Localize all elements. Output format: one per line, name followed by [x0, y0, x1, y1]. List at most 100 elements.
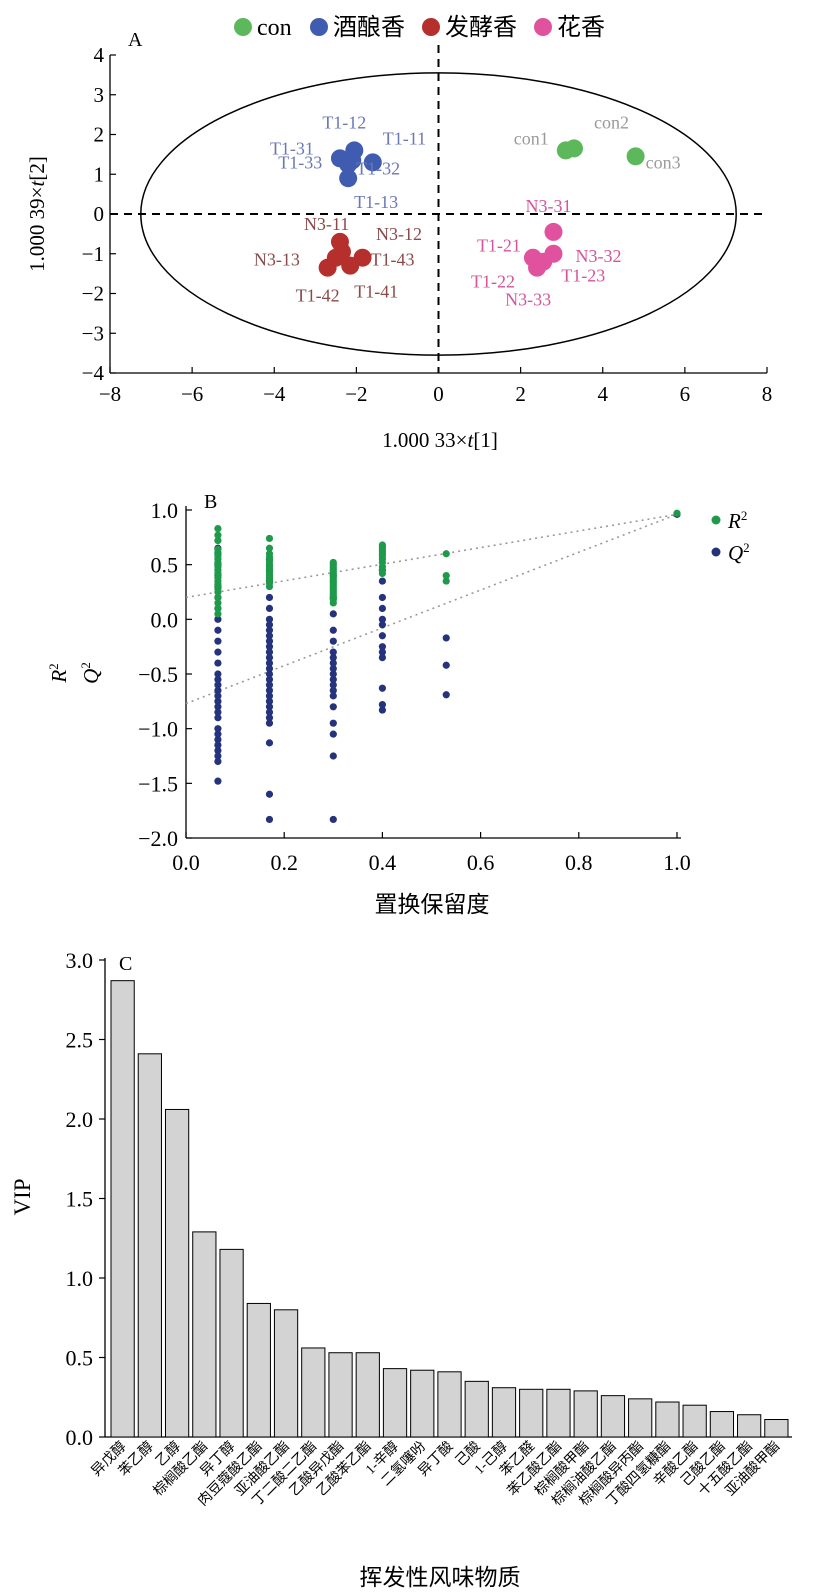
panel-b-point [329, 730, 337, 738]
panel-b-point [265, 670, 274, 678]
panel-b-point [378, 615, 386, 623]
panel-a-y-tick-label: −3 [82, 321, 104, 345]
panel-a-y-tick-label: 4 [94, 43, 105, 67]
panel-c-y-tick-label: 3.0 [66, 948, 94, 973]
panel-a-sample-label: con2 [594, 112, 629, 132]
panel-c-vip-bar-chart: C 3.0 2.5 2.0 1.5 1.0 0.5 0.0 异戊醇苯乙醇乙醇棕榈酸乙酯异丁醇… [10, 948, 792, 1590]
panel-b-point [214, 604, 222, 613]
panel-a-sample-label: T1-42 [296, 286, 340, 306]
panel-b-y-tick-label: 0.0 [151, 607, 179, 632]
panel-a-sample-label: con1 [514, 128, 549, 148]
panel-b-point [265, 703, 274, 711]
panel-a-sample-point [363, 153, 382, 172]
panel-b-point [214, 736, 222, 744]
panel-c-bar [110, 980, 135, 1438]
panel-b-point [214, 637, 222, 645]
panel-a-x-tick-label: −4 [263, 382, 286, 406]
panel-b-point [442, 572, 450, 580]
panel-a-y-tick-label: −4 [82, 361, 105, 385]
panel-c-x-axis-title: 挥发性风味物质 [360, 1565, 521, 1590]
panel-a-sample-label: con3 [646, 152, 681, 172]
panel-b-point [214, 675, 222, 684]
panel-b-x-tick-label: 0.0 [172, 850, 200, 875]
panel-b-y-tick-label: −1.5 [138, 771, 178, 796]
panel-b-legend-label: R2 [727, 508, 747, 533]
panel-a-y-tick-label: −2 [82, 282, 104, 306]
panel-b-point [265, 637, 274, 645]
panel-c-y-tick-label: 1.0 [66, 1266, 94, 1291]
panel-a-sample-label: T1-12 [322, 112, 366, 132]
panel-b-point [214, 703, 222, 711]
panel-b-point [214, 777, 222, 785]
panel-c-bar [410, 1369, 435, 1438]
panel-a-sample-label: T1-22 [471, 272, 515, 292]
panel-c-bar [164, 1108, 190, 1438]
panel-a-y-tick-label: 3 [94, 83, 105, 107]
panel-c-bar [328, 1352, 353, 1438]
panel-b-point [214, 626, 222, 634]
panel-c-bar [464, 1380, 489, 1438]
panel-b-point [329, 648, 337, 656]
panel-b-point [329, 626, 337, 634]
panel-b-x-tick-label: 0.6 [467, 850, 495, 875]
panel-c-bar [682, 1404, 707, 1438]
panel-b-point [329, 703, 337, 711]
panel-a-sample-point [341, 256, 360, 275]
panel-c-y-tick-label: 2.0 [66, 1107, 94, 1132]
panel-a-score-plot: A con 酒酿香 发酵香 花香 −8 −6 −4 −2 0 2 4 6 8 −4 −3 −2 −1 0 1 2 3 4… [25, 14, 772, 452]
panel-a-legend-label: 花香 [557, 14, 605, 41]
panel-b-point [214, 757, 222, 766]
panel-b-point [378, 654, 386, 662]
panel-b-point [329, 599, 337, 607]
panel-c-bar [546, 1388, 571, 1438]
panel-b-point [378, 621, 386, 629]
panel-a-legend-label: con [257, 15, 292, 41]
panel-b-point [265, 544, 274, 552]
panel-c-bar [437, 1371, 462, 1438]
panel-c-y-tick-label: 1.5 [66, 1187, 94, 1212]
panel-c-bar [491, 1387, 517, 1438]
panel-b-point [442, 577, 450, 585]
panel-a-x-tick-label: −2 [345, 382, 367, 406]
panel-b-point [378, 648, 386, 656]
panel-b-y-tick-label: −0.5 [138, 662, 178, 687]
panel-a-legend-marker [310, 18, 328, 36]
panel-b-point [214, 752, 222, 760]
panel-a-y-tick-label: −1 [82, 242, 104, 266]
panel-c-bar [764, 1419, 789, 1438]
panel-a-x-tick-label: 4 [598, 382, 609, 406]
panel-b-point [378, 593, 386, 602]
panel-a-legend-label: 发酵香 [445, 14, 517, 41]
panel-b-point [265, 659, 274, 667]
panel-c-bar [655, 1401, 680, 1438]
panel-b-point [214, 588, 222, 596]
panel-c-label: C [119, 953, 132, 975]
panel-a-sample-point [339, 169, 358, 188]
panel-c-bar [600, 1395, 626, 1438]
panel-a-legend-marker [234, 18, 252, 36]
panel-a-legend-marker [534, 18, 552, 36]
panel-b-point [442, 661, 450, 669]
panel-b-point [265, 815, 274, 824]
panel-b-point [265, 675, 274, 684]
panel-b-point [378, 604, 386, 613]
panel-a-sample-point [318, 258, 337, 277]
panel-b-point [442, 691, 450, 699]
panel-a-sample-label: T1-23 [561, 266, 605, 286]
panel-a-sample-label: T1-13 [354, 192, 398, 212]
panel-b-point [378, 577, 386, 585]
panel-a-axes: −8 −6 −4 −2 0 2 4 6 8 −4 −3 −2 −1 0 1 2 3 4 [82, 43, 773, 406]
panel-b-point [329, 654, 337, 662]
panel-b-x-tick-label: 0.8 [565, 850, 593, 875]
panel-b-point [214, 686, 222, 695]
panel-c-bar [246, 1302, 271, 1438]
panel-b-label: B [204, 491, 217, 513]
panel-b-point [265, 604, 274, 613]
panel-b-point [329, 686, 337, 695]
panel-a-sample-point [626, 147, 645, 166]
panel-a-x-tick-label: −8 [99, 382, 121, 406]
panel-a-sample-label: N3-12 [376, 224, 422, 244]
panel-a-y-tick-label: 1 [94, 162, 105, 186]
